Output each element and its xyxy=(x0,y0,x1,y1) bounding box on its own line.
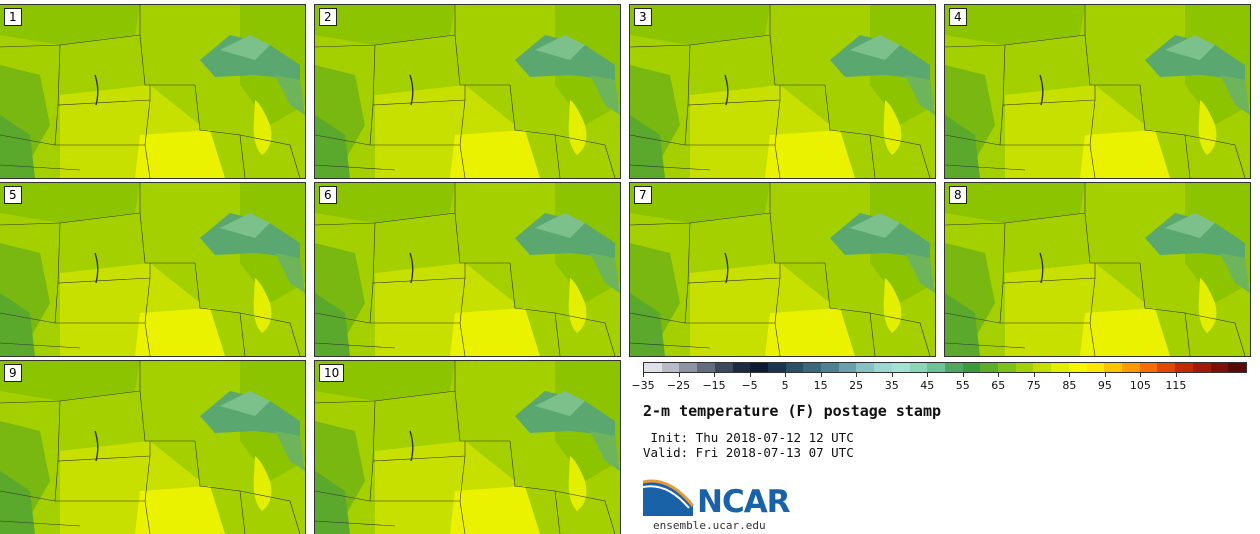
colorbar-tick-label: 65 xyxy=(991,379,1006,392)
colorbar-segment xyxy=(909,363,928,372)
panel-number-label: 10 xyxy=(319,364,345,382)
colorbar-segment xyxy=(1104,363,1122,372)
colorbar-tick-label: 25 xyxy=(849,379,864,392)
colorbar-segment xyxy=(803,363,822,372)
colorbar-segment xyxy=(1139,363,1158,372)
map-panel-2: 2 xyxy=(314,4,621,179)
colorbar-segment xyxy=(1015,363,1034,372)
panel-number-label: 2 xyxy=(319,8,337,26)
colorbar-segment xyxy=(1157,363,1176,372)
colorbar-tick xyxy=(962,373,964,377)
colorbar-tick xyxy=(927,373,929,377)
colorbar-segment xyxy=(644,363,662,372)
colorbar-segment xyxy=(785,363,804,372)
colorbar-tick-label: −5 xyxy=(741,379,758,392)
colorbar-tick xyxy=(820,373,822,377)
map-panel-10: 10 xyxy=(314,360,621,534)
panel-number-label: 5 xyxy=(4,186,22,204)
colorbar-tick xyxy=(891,373,893,377)
colorbar-segment xyxy=(838,363,857,372)
colorbar-tick-label: 85 xyxy=(1062,379,1077,392)
colorbar-segment xyxy=(962,363,981,372)
colorbar-tick xyxy=(1104,373,1106,377)
map-panel-3: 3 xyxy=(629,4,936,179)
ncar-logo-text: NCAR xyxy=(697,484,791,520)
colorbar-tick xyxy=(643,373,644,377)
colorbar-tick xyxy=(785,373,787,377)
map-panel-9: 9 xyxy=(0,360,306,534)
chart-title: 2-m temperature (F) postage stamp xyxy=(643,402,942,420)
colorbar-tick-label: 35 xyxy=(884,379,899,392)
colorbar-segment xyxy=(1228,363,1246,372)
map-panel-6: 6 xyxy=(314,182,621,357)
colorbar-tick-label: 75 xyxy=(1026,379,1041,392)
colorbar-segment xyxy=(714,363,733,372)
panel-number-label: 6 xyxy=(319,186,337,204)
colorbar-segment xyxy=(697,363,715,372)
colorbar-segment xyxy=(891,363,910,372)
colorbar-tick-label: −25 xyxy=(666,379,691,392)
colorbar-tick xyxy=(1033,373,1035,377)
panel-number-label: 7 xyxy=(634,186,652,204)
map-panel-1: 1 xyxy=(0,4,306,179)
colorbar-segment xyxy=(767,363,786,372)
colorbar-tick-label: 55 xyxy=(955,379,970,392)
colorbar-tick xyxy=(714,373,716,377)
ensemble-url: ensemble.ucar.edu xyxy=(653,519,766,532)
colorbar-segment xyxy=(732,363,751,372)
colorbar-segment xyxy=(927,363,945,372)
ncar-logo-icon xyxy=(642,476,695,520)
colorbar-segment xyxy=(980,363,999,372)
colorbar-tick xyxy=(856,373,858,377)
panel-number-label: 8 xyxy=(949,186,967,204)
colorbar-tick xyxy=(678,373,680,377)
map-panel-5: 5 xyxy=(0,182,306,357)
colorbar-segment xyxy=(1175,363,1193,372)
colorbar-segment xyxy=(679,363,698,372)
colorbar-tick-label: 115 xyxy=(1165,379,1187,392)
colorbar-segment xyxy=(944,363,963,372)
colorbar-tick-label: −35 xyxy=(631,379,655,392)
colorbar-segment xyxy=(1033,363,1052,372)
colorbar-segment xyxy=(1192,363,1211,372)
panel-number-label: 3 xyxy=(634,8,652,26)
colorbar-segment xyxy=(1210,363,1229,372)
panel-number-label: 4 xyxy=(949,8,967,26)
colorbar-segment xyxy=(874,363,892,372)
map-panel-8: 8 xyxy=(944,182,1251,357)
colorbar-segment xyxy=(998,363,1016,372)
colorbar-segment xyxy=(1051,363,1069,372)
panel-number-label: 9 xyxy=(4,364,22,382)
colorbar-segment xyxy=(1086,363,1105,372)
colorbar-segment xyxy=(856,363,875,372)
init-time: Init: Thu 2018-07-12 12 UTC xyxy=(643,430,854,445)
colorbar-segment xyxy=(661,363,680,372)
colorbar-tick-label: 5 xyxy=(781,379,789,392)
colorbar-tick-label: 15 xyxy=(813,379,828,392)
panel-number-label: 1 xyxy=(4,8,22,26)
colorbar-segment xyxy=(821,363,839,372)
colorbar-segment xyxy=(1121,363,1140,372)
temperature-colorbar xyxy=(643,362,1247,373)
colorbar-tick xyxy=(998,373,1000,377)
colorbar-tick-label: 95 xyxy=(1097,379,1112,392)
colorbar-tick xyxy=(1140,373,1142,377)
colorbar-tick-label: 45 xyxy=(920,379,935,392)
map-panel-7: 7 xyxy=(629,182,936,357)
colorbar-tick-label: 105 xyxy=(1129,379,1151,392)
colorbar-segment xyxy=(1068,363,1087,372)
colorbar-segment xyxy=(750,363,768,372)
valid-time: Valid: Fri 2018-07-13 07 UTC xyxy=(643,445,854,460)
colorbar-tick xyxy=(749,373,751,377)
colorbar-tick-label: −15 xyxy=(702,379,726,392)
colorbar-tick xyxy=(1175,373,1177,377)
map-panel-4: 4 xyxy=(944,4,1251,179)
colorbar-tick xyxy=(1069,373,1071,377)
